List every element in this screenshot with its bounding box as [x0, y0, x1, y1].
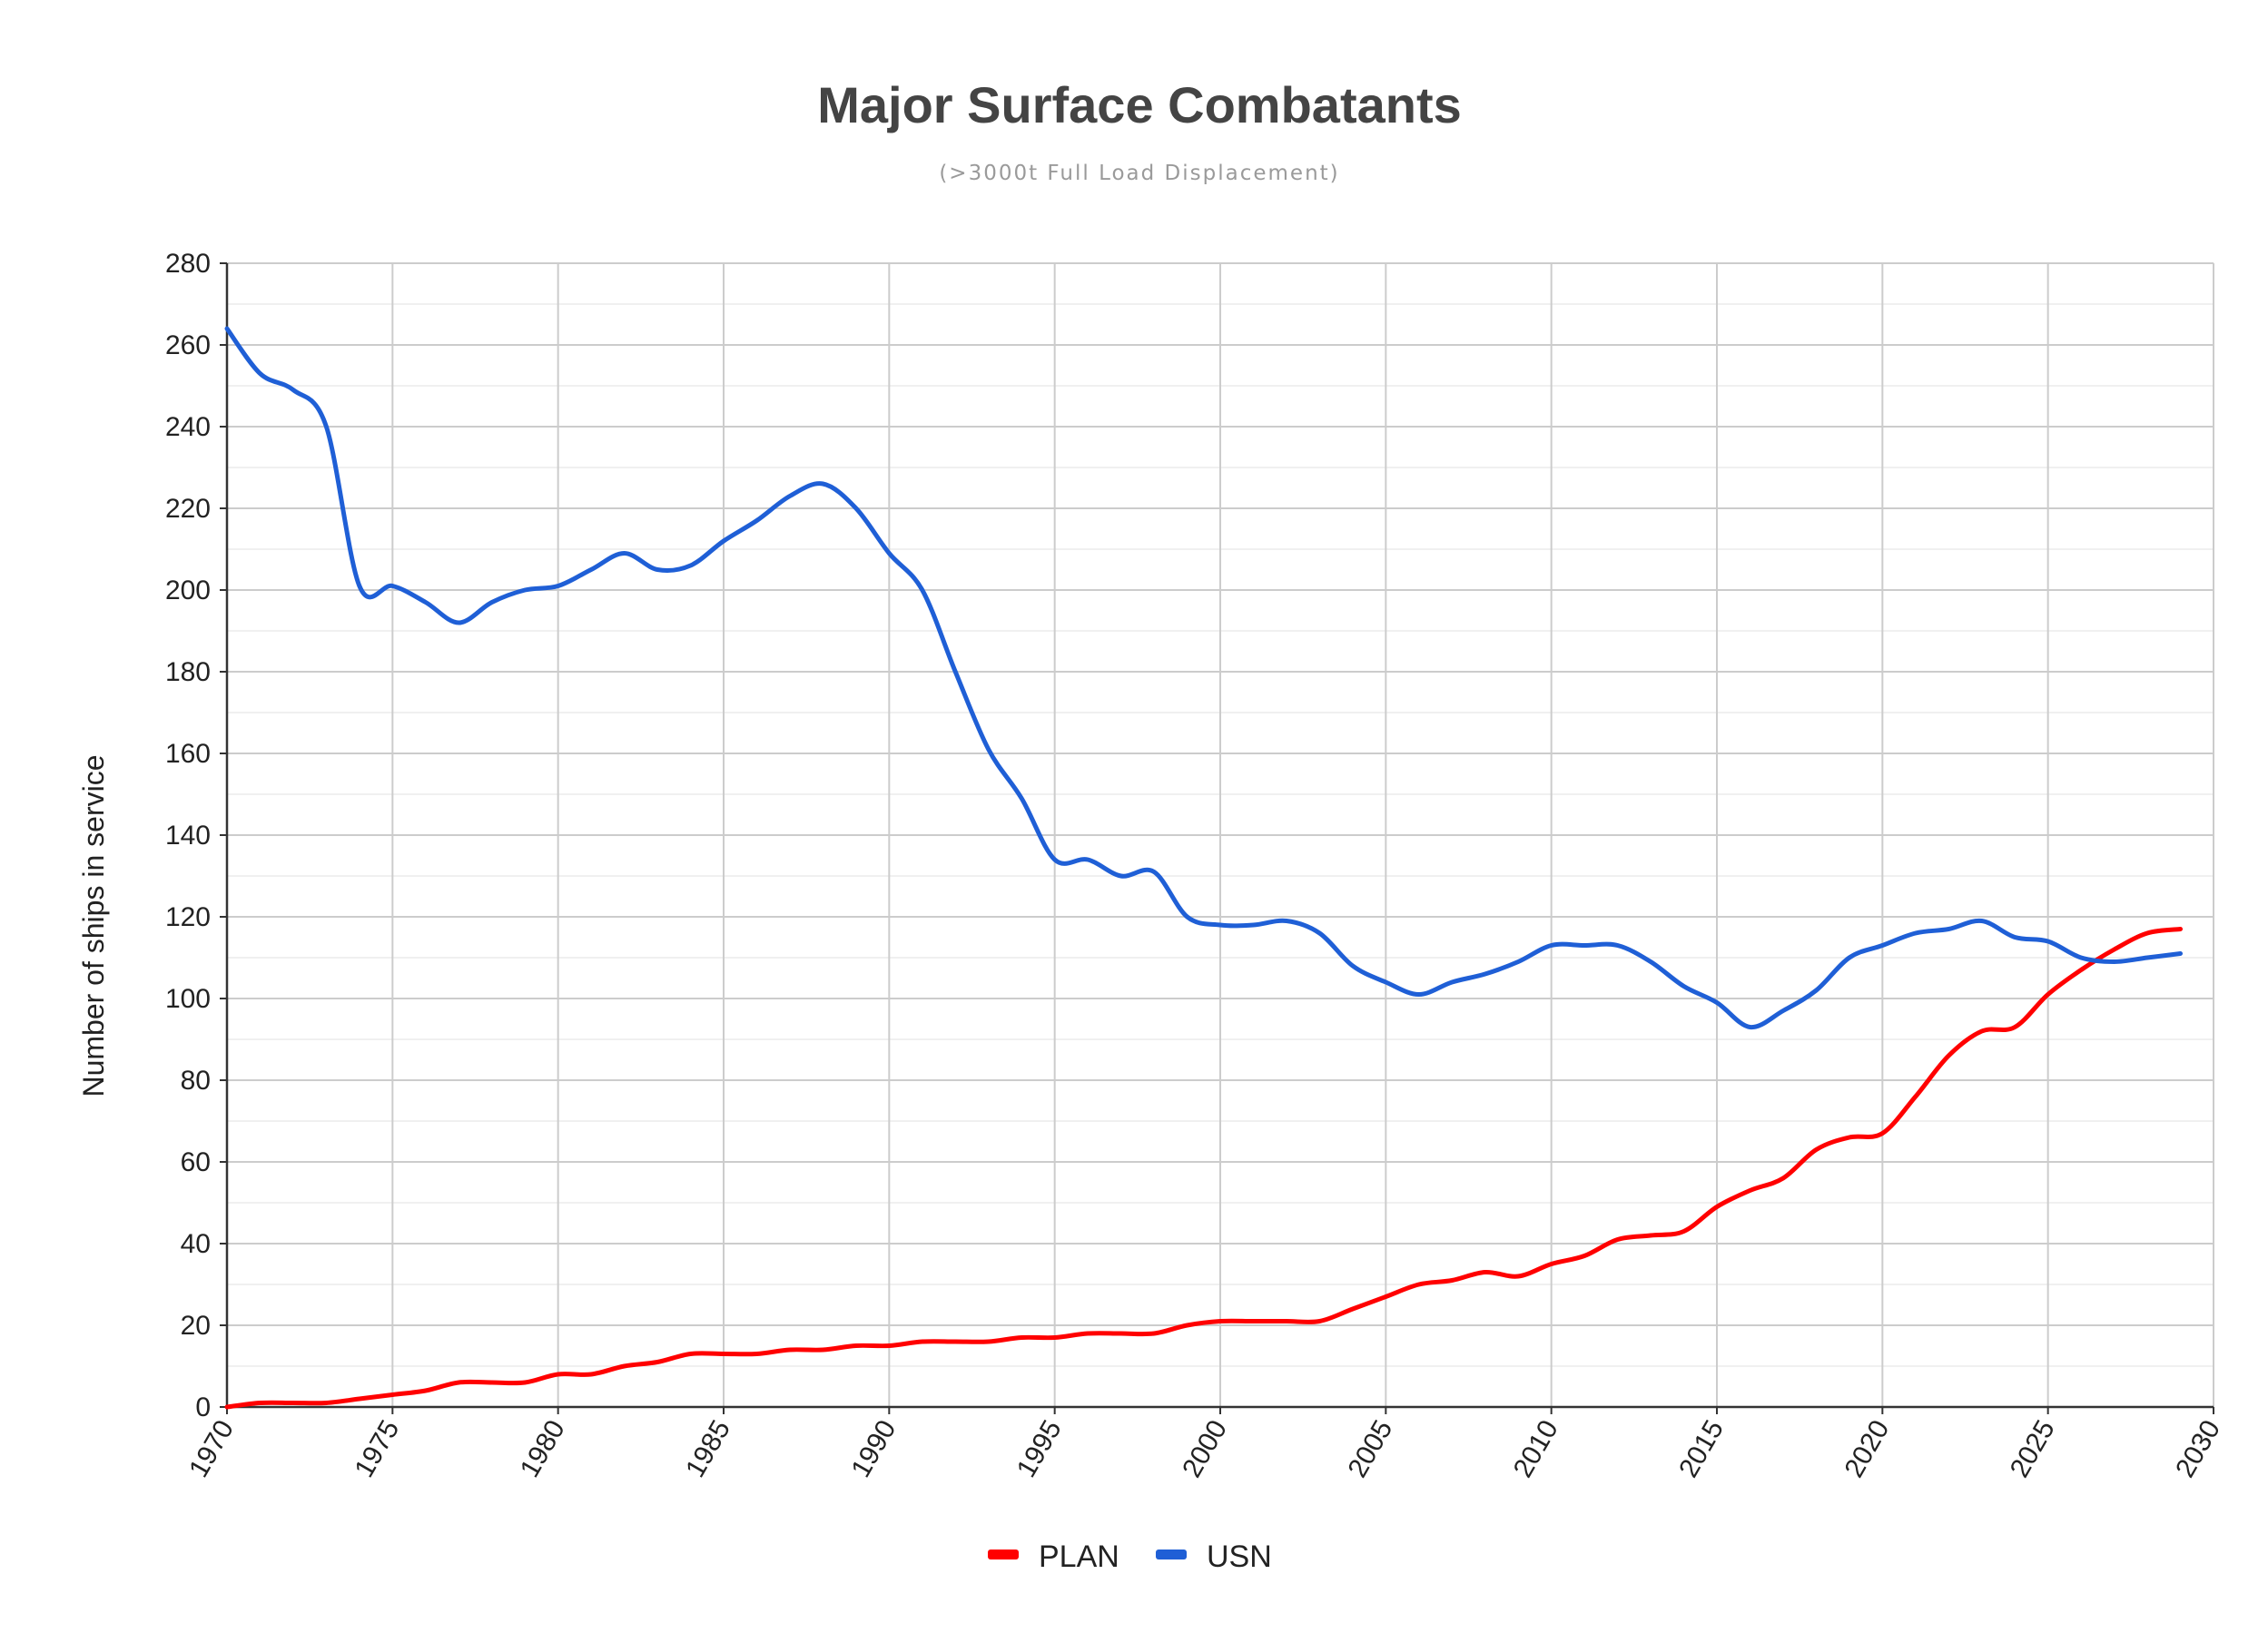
x-tick-label: 1985: [680, 1415, 736, 1482]
series-line-usn: [224, 326, 2184, 1030]
x-tick-label: 1980: [515, 1415, 571, 1482]
x-tick-label: 2010: [1508, 1415, 1564, 1482]
x-tick-label: 2000: [1177, 1415, 1233, 1482]
x-tick-label: 1995: [1011, 1415, 1068, 1482]
legend-swatch-plan: [988, 1550, 1019, 1559]
x-tick-label: 2030: [2170, 1415, 2226, 1482]
x-tick-labels: 1970 1975 1980 1985 1990 1995 2000 2005 2010 2015…: [183, 1415, 2226, 1482]
axes: [220, 262, 2214, 1414]
y-axis-label: Number of ships in service: [77, 754, 110, 1097]
y-tick-label: 280: [165, 249, 211, 279]
y-tick-label: 240: [165, 412, 211, 442]
x-tick-label: 1990: [845, 1415, 902, 1482]
y-tick-label: 120: [165, 902, 211, 932]
legend-swatch-usn: [1156, 1550, 1187, 1559]
y-tick-label: 200: [165, 576, 211, 605]
y-tick-label: 20: [181, 1311, 211, 1341]
x-tick-label: 1975: [349, 1415, 405, 1482]
y-tick-label: 180: [165, 657, 211, 687]
y-tick-label: 220: [165, 494, 211, 524]
y-tick-label: 0: [195, 1392, 211, 1422]
y-tick-labels: 0 20 40 60 80 100 120 140 160 180 200 220 240 260 280: [165, 249, 211, 1422]
x-tick-label: 2015: [1673, 1415, 1730, 1482]
y-tick-label: 140: [165, 821, 211, 851]
legend: PLAN USN: [988, 1540, 1272, 1574]
y-tick-label: 160: [165, 739, 211, 769]
x-tick-label: 2025: [2005, 1415, 2061, 1482]
grid: [227, 262, 2214, 1407]
legend-label-plan: PLAN: [1039, 1540, 1119, 1574]
x-tick-label: 2020: [1839, 1415, 1895, 1482]
x-tick-label: 2005: [1342, 1415, 1398, 1482]
y-tick-label: 100: [165, 984, 211, 1014]
chart-subtitle: (>3000t Full Load Displacement): [939, 162, 1339, 185]
y-tick-label: 60: [181, 1147, 211, 1177]
series-layer: [224, 326, 2184, 1410]
chart-title: Major Surface Combatants: [817, 76, 1462, 133]
series-line-plan: [224, 927, 2184, 1410]
y-tick-label: 80: [181, 1066, 211, 1096]
legend-label-usn: USN: [1207, 1540, 1272, 1574]
y-tick-label: 260: [165, 330, 211, 360]
y-tick-label: 40: [181, 1229, 211, 1259]
x-tick-label: 1970: [183, 1415, 240, 1482]
